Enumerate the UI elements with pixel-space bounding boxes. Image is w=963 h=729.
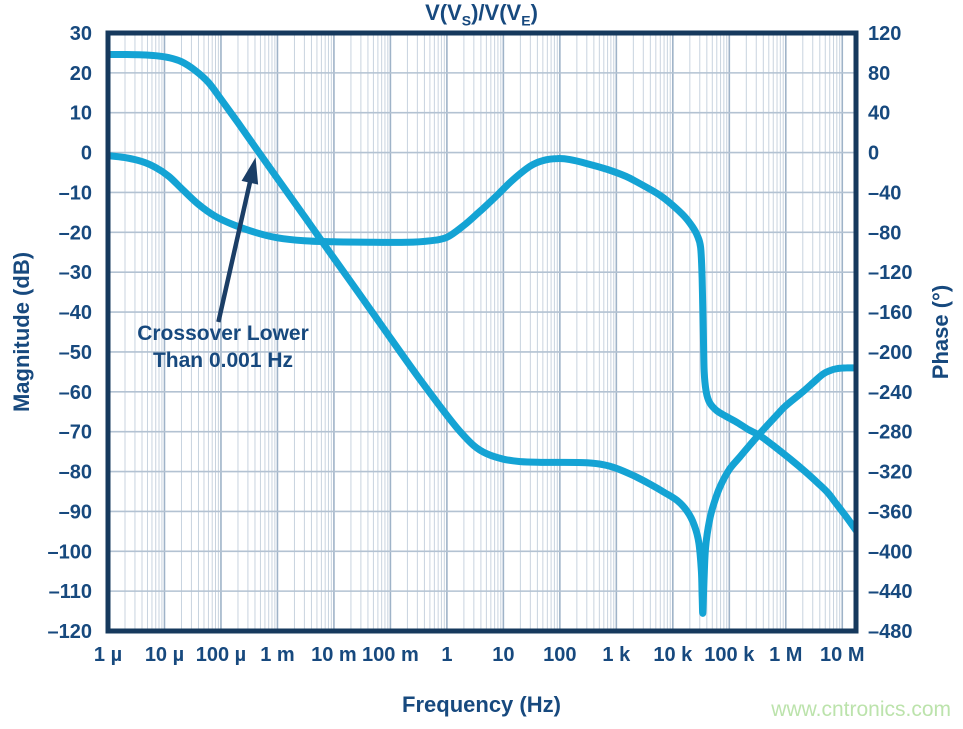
- magnitude-tick-label: –20: [59, 222, 92, 244]
- magnitude-tick-label: –120: [48, 621, 93, 643]
- frequency-axis-title: Frequency (Hz): [402, 692, 561, 717]
- phase-tick-label: –80: [868, 222, 901, 244]
- magnitude-tick-label: –30: [59, 262, 92, 284]
- phase-tick-label: 40: [868, 103, 890, 125]
- magnitude-tick-label: –60: [59, 382, 92, 404]
- frequency-tick-label: 10: [492, 644, 514, 666]
- magnitude-tick-label: –40: [59, 302, 92, 324]
- annotation-arrow: [216, 157, 259, 323]
- phase-tick-label: –400: [868, 541, 913, 563]
- phase-tick-label: 0: [868, 143, 879, 165]
- title-sub-e: E: [521, 12, 531, 29]
- title-sub-s: S: [461, 12, 472, 29]
- frequency-tick-label: 1 M: [769, 644, 802, 666]
- phase-tick-label: –200: [868, 342, 913, 364]
- magnitude-tick-label: 20: [70, 63, 92, 85]
- plot-frame: [105, 30, 859, 634]
- magnitude-tick-label: 0: [81, 143, 92, 165]
- magnitude-tick-label: –100: [48, 541, 93, 563]
- magnitude-tick-label: –50: [59, 342, 92, 364]
- frequency-tick-label: 100 m: [362, 644, 419, 666]
- phase-tick-label: –160: [868, 302, 913, 324]
- y-left-tick-labels: 30 20 10 0 –10 –20 –30 –40 –50 –60 –70 –80 –90 –100 –1…: [48, 23, 93, 643]
- frequency-tick-label: 100 k: [704, 644, 755, 666]
- annotation-line1: Crossover Lower: [137, 322, 309, 345]
- crossover-annotation: Crossover Lower Than 0.001 Hz: [104, 320, 342, 374]
- phase-tick-label: –280: [868, 422, 913, 444]
- frequency-tick-label: 10 M: [820, 644, 864, 666]
- frequency-tick-label: 10 µ: [145, 644, 184, 666]
- phase-axis-title: Phase (°): [928, 284, 953, 380]
- phase-curve: [107, 152, 857, 534]
- x-tick-labels: 1 µ 10 µ 100 µ 1 m 10 m 100 m 1 10 100 1 k 10 k 100…: [94, 644, 865, 666]
- grid-minor: [124, 33, 841, 631]
- title-text: V(V: [425, 0, 462, 25]
- title-text-mid: )/V(V: [471, 0, 522, 25]
- magnitude-tick-label: –70: [59, 422, 92, 444]
- phase-tick-label: –360: [868, 501, 913, 523]
- curves: [107, 51, 857, 617]
- phase-tick-label: –240: [868, 382, 913, 404]
- magnitude-tick-label: –90: [59, 501, 92, 523]
- phase-tick-label: –440: [868, 581, 913, 603]
- magnitude-curve: [107, 51, 857, 617]
- phase-tick-label: –120: [868, 262, 913, 284]
- magnitude-tick-label: –10: [59, 182, 92, 204]
- frequency-tick-label: 100: [543, 644, 576, 666]
- chart-title: V(VS)/V(VE): [0, 0, 963, 28]
- frequency-tick-label: 1: [441, 644, 452, 666]
- phase-tick-label: –480: [868, 621, 913, 643]
- magnitude-tick-label: –80: [59, 462, 92, 484]
- frequency-tick-label: 100 µ: [196, 644, 246, 666]
- grid-horizontal: [108, 72, 856, 592]
- magnitude-tick-label: 30: [70, 23, 92, 45]
- y-right-tick-labels: 120 80 40 0 –40 –80 –120 –160 –200 –240 –280 –320 –3…: [868, 23, 913, 643]
- phase-tick-label: –320: [868, 462, 913, 484]
- frequency-tick-label: 1 k: [602, 644, 631, 666]
- annotation-line2: Than 0.001 Hz: [152, 349, 294, 372]
- watermark: www.cntronics.com: [771, 698, 951, 721]
- frequency-tick-label: 10 m: [311, 644, 357, 666]
- phase-tick-label: 80: [868, 63, 890, 85]
- magnitude-tick-label: –110: [49, 581, 92, 603]
- phase-tick-label: 120: [868, 23, 901, 45]
- magnitude-tick-label: 10: [70, 103, 92, 125]
- title-text-end: ): [530, 0, 538, 25]
- frequency-tick-label: 1 m: [260, 644, 294, 666]
- magnitude-axis-title: Magnitude (dB): [9, 251, 34, 413]
- frequency-tick-label: 10 k: [653, 644, 693, 666]
- frequency-tick-label: 1 µ: [94, 644, 122, 666]
- phase-tick-label: –40: [868, 182, 901, 204]
